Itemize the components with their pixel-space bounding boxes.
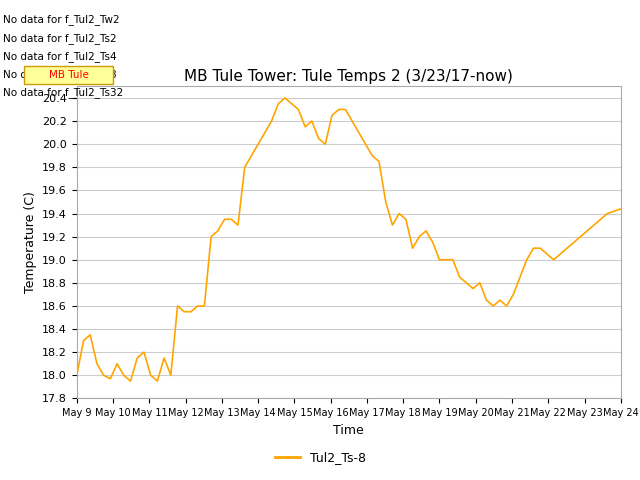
- Title: MB Tule Tower: Tule Temps 2 (3/23/17-now): MB Tule Tower: Tule Temps 2 (3/23/17-now…: [184, 69, 513, 84]
- Text: No data for f_Tul2_Ts2: No data for f_Tul2_Ts2: [3, 33, 117, 44]
- Text: No data for f_Tul2_Ts32: No data for f_Tul2_Ts32: [3, 87, 124, 98]
- Text: No data for f_Tul2_Tw2: No data for f_Tul2_Tw2: [3, 14, 120, 25]
- Text: No data for f_Tul2_Ts8: No data for f_Tul2_Ts8: [3, 69, 117, 80]
- X-axis label: Time: Time: [333, 424, 364, 437]
- Text: MB Tule: MB Tule: [49, 70, 89, 80]
- Text: No data for f_Tul2_Ts4: No data for f_Tul2_Ts4: [3, 51, 117, 62]
- Legend: Tul2_Ts-8: Tul2_Ts-8: [269, 446, 371, 469]
- Y-axis label: Temperature (C): Temperature (C): [24, 192, 36, 293]
